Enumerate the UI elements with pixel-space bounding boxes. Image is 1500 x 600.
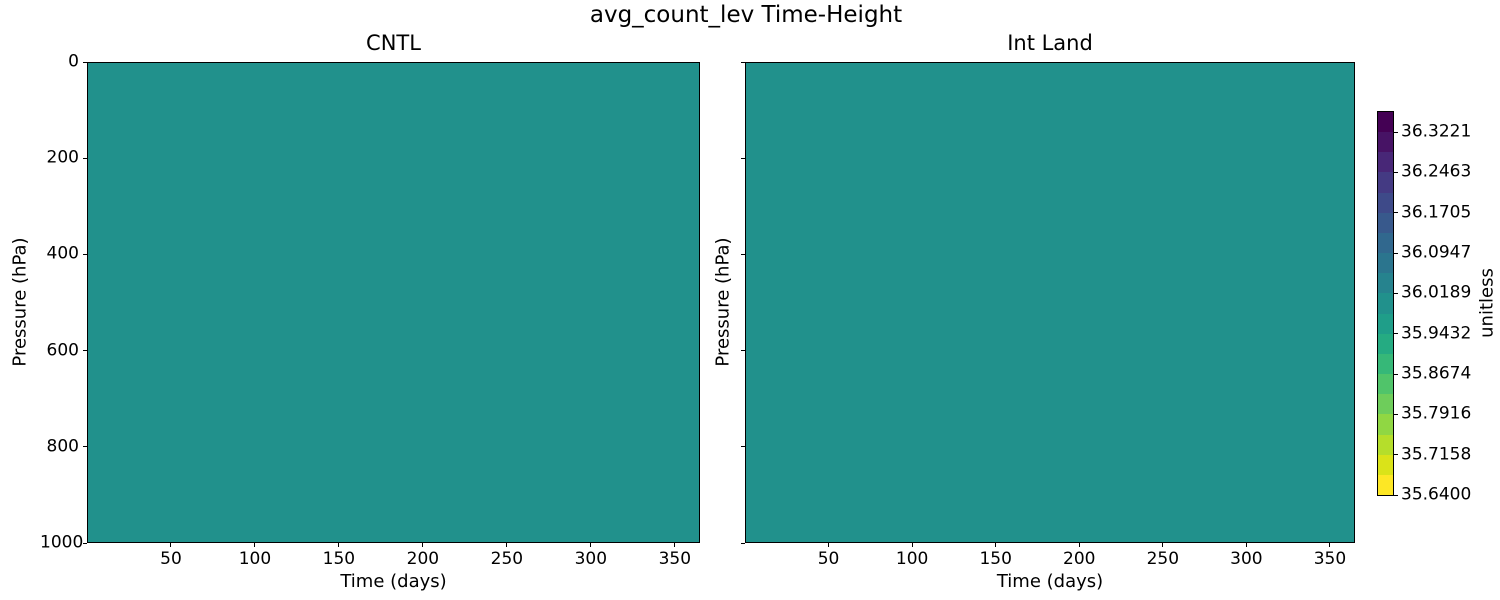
colorbar-segment xyxy=(1378,132,1393,153)
heatmap-panel-cntl xyxy=(87,62,700,543)
y-tick-mark xyxy=(741,253,745,255)
y-tick-mark xyxy=(741,350,745,352)
colorbar-tick-label: 35.7916 xyxy=(1401,403,1472,424)
x-tick-mark xyxy=(1162,543,1164,547)
x-tick-label: 250 xyxy=(490,549,524,569)
x-tick-label: 100 xyxy=(238,549,272,569)
colorbar-tick-label: 35.7158 xyxy=(1401,444,1472,465)
colorbar-tick-label: 36.1705 xyxy=(1401,202,1472,223)
x-tick-label: 50 xyxy=(817,549,840,569)
colorbar-segment xyxy=(1378,374,1393,395)
y-tick-label: 0 xyxy=(68,51,79,72)
panel-title-int-land: Int Land xyxy=(1007,31,1093,55)
colorbar-segment xyxy=(1378,394,1393,416)
x-tick-mark xyxy=(674,543,676,547)
colorbar-segment xyxy=(1378,434,1393,456)
x-tick-label: 200 xyxy=(406,549,440,569)
colorbar-segment xyxy=(1378,333,1393,355)
y-tick-mark xyxy=(83,542,87,544)
y-tick-mark xyxy=(741,542,745,544)
x-tick-mark xyxy=(1245,543,1247,547)
x-tick-mark xyxy=(828,543,830,547)
colorbar-segment xyxy=(1378,172,1393,194)
colorbar-tick-label: 36.0947 xyxy=(1401,242,1472,263)
colorbar-segment xyxy=(1378,232,1393,254)
colorbar-tick-label: 36.3221 xyxy=(1401,121,1472,142)
colorbar-segment xyxy=(1378,112,1393,133)
x-tick-label: 300 xyxy=(1230,549,1263,569)
colorbar-segment xyxy=(1378,474,1393,495)
x-tick-mark xyxy=(170,543,172,547)
x-tick-label: 350 xyxy=(658,549,692,569)
colorbar-tick-mark xyxy=(1394,454,1398,456)
colorbar-tick-mark xyxy=(1394,131,1398,133)
colorbar-segment xyxy=(1378,353,1393,375)
colorbar-segment xyxy=(1378,152,1393,174)
colorbar-segment xyxy=(1378,293,1393,315)
x-tick-label: 250 xyxy=(1146,549,1180,569)
colorbar-segment xyxy=(1378,192,1393,214)
colorbar-tick-mark xyxy=(1394,171,1398,173)
x-tick-label: 200 xyxy=(1063,549,1096,569)
colorbar-segment xyxy=(1378,212,1393,234)
colorbar-tick-label: 36.2463 xyxy=(1401,161,1472,182)
y-tick-mark xyxy=(83,350,87,352)
y-tick-mark xyxy=(83,157,87,159)
colorbar-tick-mark xyxy=(1394,292,1398,294)
x-axis-label-left: Time (days) xyxy=(340,571,447,592)
x-tick-mark xyxy=(1329,543,1331,547)
colorbar-tick-mark xyxy=(1394,252,1398,254)
x-tick-mark xyxy=(911,543,913,547)
colorbar-segment xyxy=(1378,414,1393,436)
x-tick-mark xyxy=(506,543,508,547)
y-tick-label: 200 xyxy=(46,147,79,168)
y-tick-label: 800 xyxy=(46,436,79,457)
figure-title: avg_count_lev Time-Height xyxy=(589,2,903,28)
x-tick-mark xyxy=(1078,543,1080,547)
colorbar-label: unitless xyxy=(1476,268,1498,338)
y-tick-label: 1000 xyxy=(40,532,84,553)
x-tick-label: 100 xyxy=(895,549,929,569)
colorbar-segment xyxy=(1378,454,1393,476)
colorbar-tick-label: 35.8674 xyxy=(1401,363,1472,384)
colorbar-segment xyxy=(1378,313,1393,335)
x-tick-mark xyxy=(254,543,256,547)
y-tick-mark xyxy=(741,446,745,448)
x-tick-label: 150 xyxy=(979,549,1012,569)
x-tick-label: 150 xyxy=(322,549,356,569)
y-tick-label: 400 xyxy=(46,243,79,264)
x-tick-label: 300 xyxy=(574,549,608,569)
colorbar-segment xyxy=(1378,273,1393,295)
colorbar-tick-mark xyxy=(1394,333,1398,335)
y-axis-label-right: Pressure (hPa) xyxy=(712,237,734,367)
x-tick-mark xyxy=(590,543,592,547)
panel-title-cntl: CNTL xyxy=(366,31,421,55)
colorbar-tick-mark xyxy=(1394,212,1398,214)
colorbar-tick-mark xyxy=(1394,373,1398,375)
colorbar-tick-mark xyxy=(1394,494,1398,496)
y-axis-label-left: Pressure (hPa) xyxy=(9,237,31,367)
x-tick-mark xyxy=(995,543,997,547)
colorbar-segment xyxy=(1378,253,1393,274)
x-axis-label-right: Time (days) xyxy=(996,571,1104,592)
colorbar xyxy=(1377,111,1394,496)
y-tick-mark xyxy=(83,446,87,448)
y-tick-mark xyxy=(83,253,87,255)
colorbar-tick-mark xyxy=(1394,413,1398,415)
x-tick-label: 350 xyxy=(1313,549,1347,569)
heatmap-panel-int-land xyxy=(745,62,1355,543)
y-tick-label: 600 xyxy=(46,340,79,361)
y-tick-mark xyxy=(83,61,87,63)
colorbar-tick-label: 35.9432 xyxy=(1401,323,1472,344)
colorbar-tick-label: 35.6400 xyxy=(1401,484,1472,505)
x-tick-mark xyxy=(338,543,340,547)
colorbar-tick-label: 36.0189 xyxy=(1401,282,1472,303)
x-tick-mark xyxy=(422,543,424,547)
y-tick-mark xyxy=(741,61,745,63)
y-tick-mark xyxy=(741,157,745,159)
x-tick-label: 50 xyxy=(160,549,182,569)
